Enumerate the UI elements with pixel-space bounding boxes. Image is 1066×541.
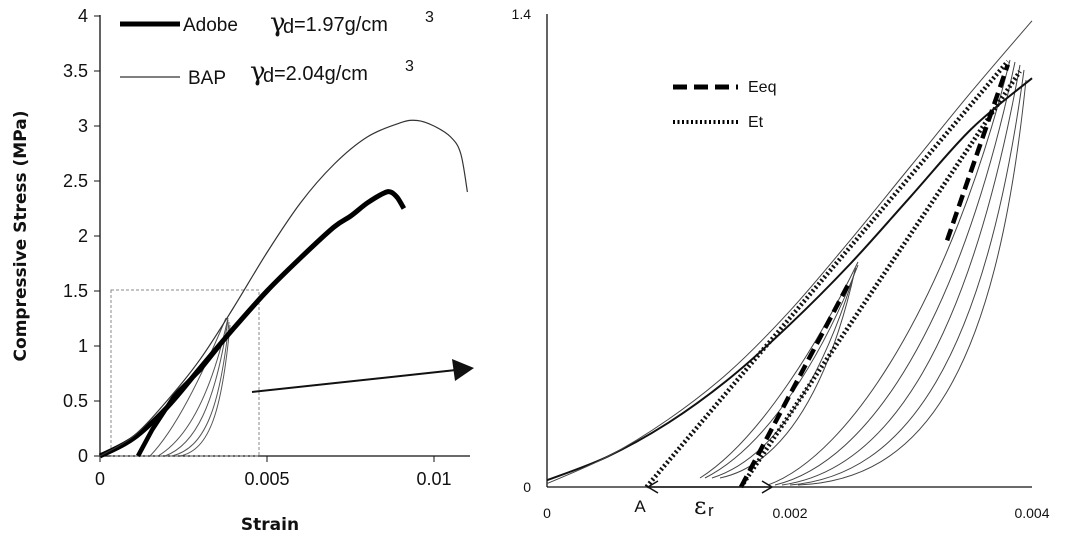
y-tick-label: 1.5 xyxy=(63,281,88,301)
loop-curve xyxy=(704,264,859,479)
loop-curve xyxy=(797,79,1027,486)
point-a-label: A xyxy=(634,497,646,516)
legend-bap-gamma-sub: d xyxy=(263,65,274,87)
y-tick-label: 3 xyxy=(78,116,88,136)
left-y-ticks: 0 0.5 1 1.5 2 2.5 3 3.5 4 xyxy=(63,6,100,466)
left-hysteresis-loops xyxy=(149,317,231,457)
eeq-line xyxy=(739,279,853,489)
left-y-axis-title: Compressive Stress (MPa) xyxy=(11,111,31,362)
loop-curve xyxy=(164,319,229,457)
right-legend: Eeq Et xyxy=(673,79,776,131)
x-tick-label: 0.005 xyxy=(244,469,289,489)
right-x-tick-label: 0.004 xyxy=(1014,505,1049,521)
y-tick-label: 0.5 xyxy=(63,391,88,411)
zoom-arrow-head xyxy=(452,359,474,381)
left-chart: 0 0.5 1 1.5 2 2.5 3 3.5 4 0 0.005 0.01 S… xyxy=(11,6,474,535)
legend-adobe-gamma: γ xyxy=(270,8,286,38)
loop-curve xyxy=(719,269,856,479)
legend-adobe-sup: 3 xyxy=(425,9,434,26)
y-tick-label: 2.5 xyxy=(63,171,88,191)
epsilon-r-arrow-right-head xyxy=(761,480,774,494)
loop-curve xyxy=(171,321,230,457)
y-tick-label: 0 xyxy=(78,446,88,466)
legend-adobe-density: =1.97g/cm xyxy=(294,14,388,36)
legend-bap-density: =2.04g/cm xyxy=(274,63,368,85)
right-chart: 1.4 0 0 0.002 0.004 Eeq E xyxy=(512,6,1050,521)
right-y-tick-label: 0 xyxy=(523,479,531,495)
bap-curve xyxy=(99,119,468,457)
right-x-tick-label: 0 xyxy=(543,505,551,521)
y-tick-label: 1 xyxy=(78,336,88,356)
loop-curve xyxy=(699,261,859,479)
loop-curve xyxy=(179,324,231,457)
left-legend: Adobe γ d =1.97g/cm 3 BAP γ d =2.04g/cm … xyxy=(120,8,434,89)
legend-bap-gamma: γ xyxy=(250,57,266,87)
y-tick-label: 4 xyxy=(78,6,88,26)
x-tick-label: 0 xyxy=(95,469,105,489)
legend-et-label: Et xyxy=(748,114,764,131)
et-line xyxy=(644,59,1010,489)
legend-adobe-gamma-sub: d xyxy=(283,16,294,38)
right-x-tick-label: 0.002 xyxy=(772,505,807,521)
loop-curve xyxy=(781,64,1021,486)
zoom-arrow-line xyxy=(251,369,457,393)
epsilon-r-arrow-left-head xyxy=(646,480,659,494)
bap-envelope-curve xyxy=(546,20,1033,485)
right-y-tick-label: 1.4 xyxy=(512,6,532,22)
y-tick-label: 2 xyxy=(78,226,88,246)
x-tick-label: 0.01 xyxy=(416,469,451,489)
eeq-line xyxy=(944,63,1010,242)
left-x-axis-title: Strain xyxy=(241,515,299,535)
legend-eeq-label: Eeq xyxy=(748,79,776,96)
epsilon-r-subscript: r xyxy=(708,501,714,520)
epsilon-r-symbol: ε xyxy=(694,492,706,520)
loop-curve xyxy=(789,69,1025,486)
loop-curve xyxy=(774,61,1016,486)
adobe-envelope-curve xyxy=(546,77,1033,482)
loop-curve xyxy=(149,317,227,457)
legend-bap-sup: 3 xyxy=(405,58,414,75)
loop-curve xyxy=(711,267,857,479)
loop-curve xyxy=(767,59,1011,486)
left-x-ticks: 0 0.005 0.01 xyxy=(95,456,452,489)
legend-bap-label: BAP xyxy=(188,68,226,89)
y-tick-label: 3.5 xyxy=(63,61,88,81)
adobe-curve xyxy=(98,189,407,459)
zoom-region-box xyxy=(110,289,260,457)
legend-adobe-label: Adobe xyxy=(183,15,238,36)
